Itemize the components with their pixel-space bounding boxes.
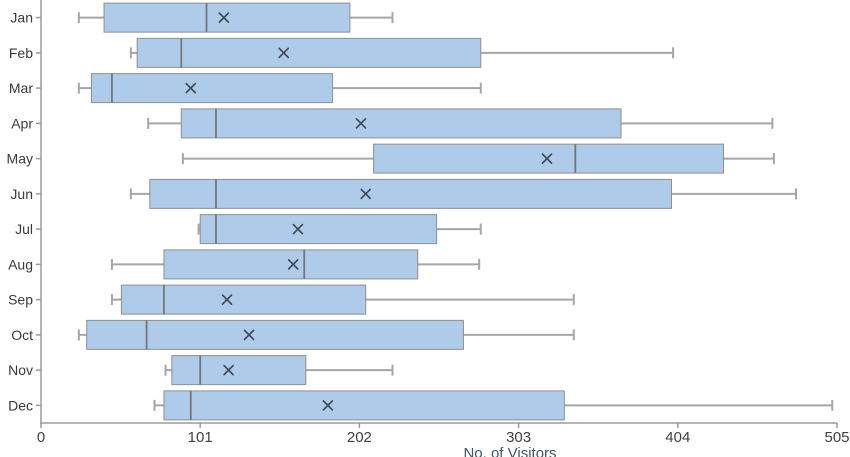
mean-marker-jun (360, 188, 372, 200)
category-label-jan: Jan (10, 10, 33, 26)
box-dec (163, 390, 565, 421)
mean-marker-sep (221, 294, 233, 305)
x-tick-label-0: 0 (37, 429, 45, 446)
x-tick-label-202: 202 (347, 429, 372, 446)
category-label-mar: Mar (9, 80, 33, 96)
mean-marker-aug (287, 259, 299, 270)
mean-marker-nov (223, 364, 234, 376)
category-label-nov: Nov (8, 362, 33, 378)
x-tick-label-404: 404 (665, 429, 690, 446)
category-label-feb: Feb (9, 45, 33, 61)
box-mar (90, 73, 334, 104)
mean-marker-apr (355, 118, 367, 129)
mean-marker-dec (322, 400, 334, 411)
box-sep (120, 284, 367, 315)
category-label-jul: Jul (15, 221, 33, 237)
box-apr (180, 108, 622, 139)
box-feb (136, 37, 482, 68)
x-tick-label-101: 101 (188, 429, 213, 446)
box-jun (149, 178, 672, 209)
box-jan (103, 2, 351, 33)
mean-marker-may (541, 153, 553, 164)
mean-marker-jul (292, 223, 304, 235)
box-aug (163, 249, 419, 280)
category-label-jun: Jun (10, 186, 33, 202)
x-axis-title: No. of Visitors (463, 445, 557, 457)
mean-marker-feb (278, 47, 290, 59)
category-label-may: May (7, 151, 33, 167)
box-nov (171, 355, 307, 386)
category-label-apr: Apr (11, 115, 33, 131)
category-label-dec: Dec (8, 397, 33, 413)
category-label-sep: Sep (8, 292, 33, 308)
x-tick-label-303: 303 (506, 429, 531, 446)
mean-marker-mar (185, 82, 197, 94)
mean-marker-oct (243, 329, 255, 341)
x-tick-label-505: 505 (824, 429, 849, 446)
mean-marker-jan (218, 12, 230, 23)
category-label-aug: Aug (8, 256, 33, 272)
box-jul (199, 214, 438, 245)
category-label-oct: Oct (11, 327, 33, 343)
box-may (373, 143, 725, 174)
box-oct (86, 319, 464, 350)
